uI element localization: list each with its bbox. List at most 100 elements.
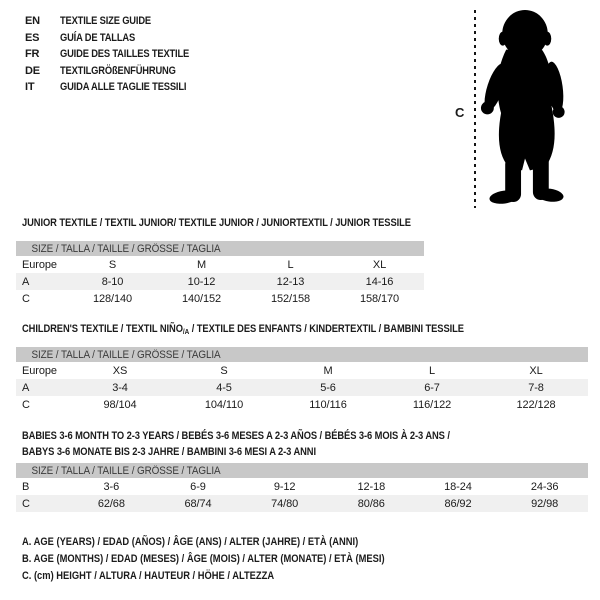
table-row: Europe XS S M L XL [16,362,588,379]
language-row-en: EN TEXTILE SIZE GUIDE [25,13,212,30]
table-cell: 12-13 [246,273,335,290]
table-cell: 14-16 [335,273,424,290]
language-code: ES [25,31,40,44]
table-cell: 8-10 [68,273,157,290]
table-cell: L [287,258,294,271]
size-band-row: SIZE / TALLA / TAILLE / GRÖSSE / TAGLIA [16,347,588,362]
children-title-subscript: /A [182,327,190,336]
junior-table-title-text: JUNIOR TEXTILE / TEXTIL JUNIOR/ TEXTILE … [22,217,411,229]
table-cell: 18-24 [444,480,472,493]
table-cell: XS [112,364,128,377]
table-cell: 128/140 [92,292,133,305]
junior-size-table: SIZE / TALLA / TAILLE / GRÖSSE / TAGLIA … [16,241,424,307]
table-cell: M [196,258,207,271]
table-cell: 104/110 [204,398,244,411]
footnote-c: C. (cm) HEIGHT / ALTURA / HAUTEUR / HÖHE… [22,568,449,585]
table-cell: XL [372,258,387,271]
baby-silhouette-icon [480,9,565,204]
height-measure-label: C [455,105,465,120]
language-code: DE [25,64,40,77]
table-cell: 86/92 [414,495,502,512]
table-cell: M [323,364,333,377]
table-row: Europe S M L XL [16,256,424,273]
table-cell: 3-6 [103,480,120,493]
row-label: C [16,495,68,512]
babies-table-title: BABIES 3-6 MONTH TO 2-3 YEARS / BEBÉS 3-… [22,428,525,460]
size-band-label: SIZE / TALLA / TAILLE / GRÖSSE / TAGLIA [16,241,424,256]
row-label: Europe [22,258,57,271]
footnote-b-text: B. AGE (MONTHS) / EDAD (MESES) / ÂGE (MO… [22,553,385,565]
table-cell: 7-8 [484,379,588,396]
table-cell: XL [529,364,543,377]
table-cell: 152/158 [270,292,311,305]
table-row: B 3-6 6-9 9-12 12-18 18-24 24-36 [16,478,588,495]
table-cell: 6-9 [190,480,206,493]
table-cell: 80/86 [327,495,415,512]
babies-title-line1: BABIES 3-6 MONTH TO 2-3 YEARS / BEBÉS 3-… [22,430,450,442]
footnote-c-text: C. (cm) HEIGHT / ALTURA / HAUTEUR / HÖHE… [22,570,275,582]
language-list: EN TEXTILE SIZE GUIDE ES GUÍA DE TALLAS … [25,13,212,96]
language-label: GUIDE DES TAILLES TEXTILE [60,48,190,60]
table-cell: 68/74 [154,495,242,512]
language-label: GUÍA DE TALLAS [60,31,136,44]
table-cell: 140/152 [181,292,222,305]
row-label: C [22,292,30,305]
language-row-es: ES GUÍA DE TALLAS [25,30,212,47]
table-cell: 110/116 [309,398,347,411]
table-cell: 6-7 [380,379,484,396]
language-row-fr: FR GUIDE DES TAILLES TEXTILE [25,46,212,63]
table-cell: 74/80 [241,495,328,512]
children-size-table: SIZE / TALLA / TAILLE / GRÖSSE / TAGLIA … [16,347,588,413]
size-band-label: SIZE / TALLA / TAILLE / GRÖSSE / TAGLIA [16,347,588,362]
children-title-prefix: CHILDREN'S TEXTILE / TEXTIL NIÑO [22,323,183,335]
table-cell: 122/128 [516,398,556,411]
table-cell: 24-36 [530,480,559,493]
legend-footnotes: A. AGE (YEARS) / EDAD (AÑOS) / ÂGE (ANS)… [22,534,449,585]
language-label: TEXTILGRÖßENFÜHRUNG [60,64,176,77]
table-cell: 92/98 [501,495,588,512]
size-band-text: SIZE / TALLA / TAILLE / GRÖSSE / TAGLIA [31,464,221,477]
size-band-text: SIZE / TALLA / TAILLE / GRÖSSE / TAGLIA [31,242,221,255]
table-cell: L [428,364,436,377]
row-label: Europe [22,364,57,377]
table-cell: S [220,364,228,377]
size-band-text: SIZE / TALLA / TAILLE / GRÖSSE / TAGLIA [31,348,221,361]
size-band-label: SIZE / TALLA / TAILLE / GRÖSSE / TAGLIA [16,463,588,478]
table-cell: S [108,258,117,271]
language-code: IT [25,81,35,93]
table-cell: 62/68 [68,495,155,512]
junior-table-title: JUNIOR TEXTILE / TEXTIL JUNIOR/ TEXTILE … [22,215,480,231]
language-label: TEXTILE SIZE GUIDE [60,15,151,27]
footnote-b: B. AGE (MONTHS) / EDAD (MESES) / ÂGE (MO… [22,551,449,568]
size-band-row: SIZE / TALLA / TAILLE / GRÖSSE / TAGLIA [16,241,424,256]
table-cell: 158/170 [359,292,400,305]
table-cell: 5-6 [276,379,380,396]
row-label: A [16,379,68,396]
table-cell: 12-18 [357,480,386,493]
children-table-title-text: CHILDREN'S TEXTILE / TEXTIL NIÑO/A / TEX… [22,321,464,340]
table-cell: 9-12 [273,480,296,493]
language-code: EN [25,15,40,27]
table-cell: 4-5 [172,379,276,396]
table-row: C 98/104 104/110 110/116 116/122 122/128 [16,396,588,413]
babies-title-line2: BABYS 3-6 MONATE BIS 2-3 JAHRE / BAMBINI… [22,446,316,458]
row-label: A [16,273,68,290]
row-label: C [22,398,30,411]
language-label: GUIDA ALLE TAGLIE TESSILI [60,81,187,93]
height-measure-dotted-line [474,10,476,208]
table-row: C 128/140 140/152 152/158 158/170 [16,290,424,307]
language-code: FR [25,48,40,60]
language-row-it: IT GUIDA ALLE TAGLIE TESSILI [25,79,212,96]
table-cell: 3-4 [68,379,172,396]
size-band-row: SIZE / TALLA / TAILLE / GRÖSSE / TAGLIA [16,463,588,478]
children-title-suffix: / TEXTILE DES ENFANTS / KINDERTEXTIL / B… [189,323,464,335]
table-row: A 3-4 4-5 5-6 6-7 7-8 [16,379,588,396]
table-row: A 8-10 10-12 12-13 14-16 [16,273,424,290]
table-cell: 116/122 [412,398,452,411]
children-table-title: CHILDREN'S TEXTILE / TEXTIL NIÑO/A / TEX… [22,321,542,340]
language-row-de: DE TEXTILGRÖßENFÜHRUNG [25,63,212,80]
table-row: C 62/68 68/74 74/80 80/86 86/92 92/98 [16,495,588,512]
footnote-a: A. AGE (YEARS) / EDAD (AÑOS) / ÂGE (ANS)… [22,534,449,551]
table-cell: 98/104 [103,398,137,411]
